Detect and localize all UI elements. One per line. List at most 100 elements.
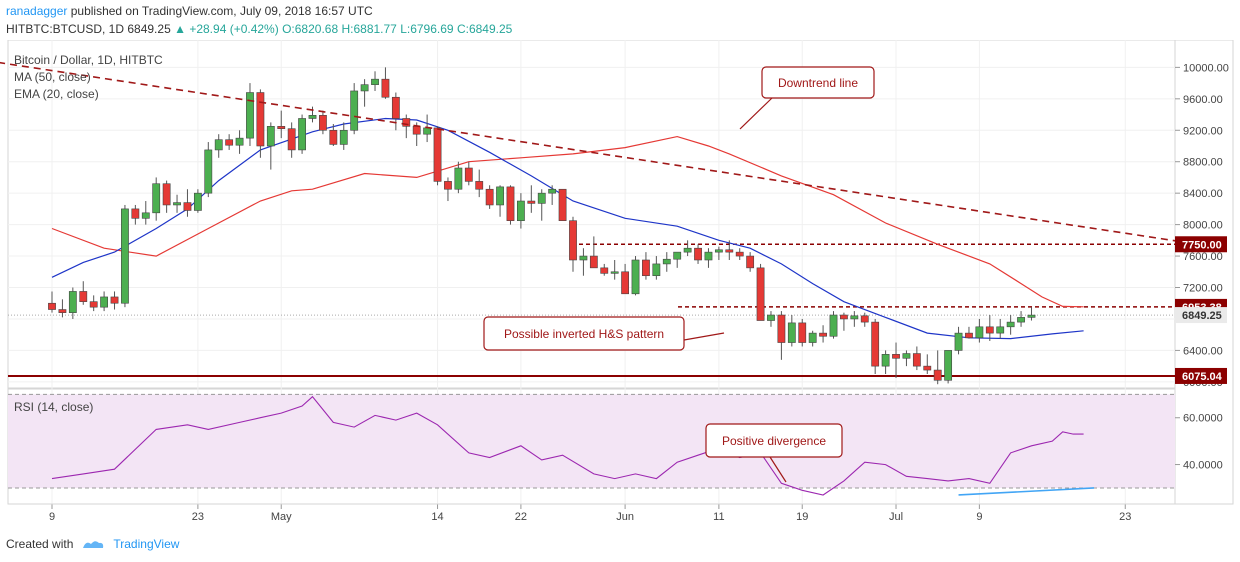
candle-body — [423, 127, 432, 135]
candle — [100, 291, 108, 312]
candle — [225, 134, 234, 150]
level-label-bg — [1175, 367, 1227, 384]
candle — [892, 342, 900, 378]
candle-body — [360, 84, 369, 92]
divergence-label: Positive divergence — [722, 434, 826, 448]
rsi-legend: RSI (14, close) — [14, 400, 93, 414]
candle-body — [68, 291, 77, 313]
x-tick-label: 23 — [1119, 511, 1131, 523]
candle — [662, 252, 671, 272]
candle-body — [704, 251, 713, 261]
candle-body — [183, 202, 192, 211]
candle — [121, 204, 129, 308]
candle — [558, 188, 567, 221]
candle — [860, 312, 869, 327]
candle-body — [475, 181, 484, 190]
candle-body — [1017, 317, 1025, 323]
candle — [152, 177, 161, 221]
x-tick-label: 19 — [796, 511, 808, 523]
rsi-series — [51, 395, 1084, 496]
grid — [8, 40, 1175, 504]
x-tick-label: Jul — [889, 511, 903, 523]
price-axis[interactable] — [1174, 40, 1234, 505]
candle — [1017, 311, 1025, 327]
candle-body — [131, 208, 140, 219]
candle — [798, 318, 807, 347]
candle-body — [1006, 321, 1015, 328]
candle-body — [621, 271, 629, 295]
candle-body — [860, 315, 869, 323]
candle-body — [110, 296, 119, 304]
ema-legend: EMA (20, close) — [14, 87, 99, 101]
candle-body — [631, 259, 640, 295]
x-tick-label: Jun — [616, 511, 634, 523]
candle — [610, 259, 619, 280]
symbol-label: HITBTC:BTCUSD, 1D — [6, 22, 125, 36]
y-ticks: 10000.00 9600.00 9200.00 8800.00 8400.00 8000… — [1175, 62, 1229, 472]
rsi-tick-label: 60.0000 — [1183, 413, 1223, 425]
candle-body — [944, 350, 953, 381]
candle — [756, 263, 765, 321]
candle-body — [350, 90, 359, 131]
candle-body — [548, 188, 557, 194]
author-link[interactable]: ranadagger — [6, 4, 68, 18]
y-tick-label: 8400.00 — [1183, 188, 1223, 200]
up-arrow-icon: ▲ — [174, 22, 186, 36]
last-price: 6849.25 — [127, 22, 171, 36]
candle — [391, 92, 400, 131]
candle — [902, 350, 911, 367]
candle-body — [537, 192, 546, 204]
candle — [496, 185, 504, 217]
rsi-tick-label: 40.0000 — [1183, 460, 1223, 472]
candle — [923, 354, 932, 374]
candle — [246, 83, 254, 146]
candle-body — [902, 353, 911, 359]
x-ticks: 9 23 May 14 22 Jun 11 19 Jul 9 23 — [8, 503, 1233, 523]
candle — [58, 299, 67, 318]
tradingview-brand[interactable]: TradingView — [113, 537, 180, 551]
divergence-callout: Positive divergence — [705, 423, 843, 483]
candle — [579, 248, 588, 276]
candle-body — [975, 326, 984, 339]
candle-body — [840, 314, 848, 320]
hs-callout: Possible inverted H&S pattern — [483, 316, 725, 351]
candle — [381, 67, 390, 99]
candle — [829, 311, 838, 339]
candle — [454, 161, 463, 194]
candle-body — [162, 183, 171, 206]
candle-body — [610, 271, 619, 274]
y-tick-label: 8000.00 — [1183, 220, 1223, 232]
chart[interactable]: 10000.00 9600.00 9200.00 8800.00 8400.00 8000… — [0, 40, 1240, 530]
candle-body — [673, 251, 682, 260]
x-tick-label: 14 — [431, 511, 443, 523]
candle — [694, 244, 702, 264]
candle-body — [173, 202, 181, 206]
candle-body — [787, 322, 796, 343]
price-change: +28.94 (+0.42%) — [189, 22, 279, 36]
candle-body — [652, 263, 661, 277]
candle-body — [985, 326, 994, 334]
candle-body — [735, 251, 744, 257]
candle-body — [412, 126, 421, 135]
candle-body — [58, 309, 67, 313]
candle-body — [204, 149, 213, 194]
publish-line: ranadagger published on TradingView.com,… — [6, 4, 373, 18]
candle — [371, 71, 379, 91]
candle-body — [454, 167, 463, 190]
candle-body — [579, 255, 588, 261]
candle-body — [767, 314, 775, 321]
candle-body — [589, 255, 598, 269]
candle — [933, 350, 942, 385]
tradingview-logo-icon — [83, 541, 104, 548]
candle — [131, 204, 140, 225]
candle — [777, 311, 786, 360]
candle-body — [912, 353, 921, 367]
candle — [1027, 307, 1036, 321]
candle — [683, 240, 692, 257]
candle-body — [871, 321, 880, 367]
candle-body — [881, 354, 890, 367]
y-tick-label: 7200.00 — [1183, 283, 1223, 295]
candle-body — [892, 354, 900, 359]
candle — [110, 291, 119, 310]
candle-body — [277, 126, 286, 129]
